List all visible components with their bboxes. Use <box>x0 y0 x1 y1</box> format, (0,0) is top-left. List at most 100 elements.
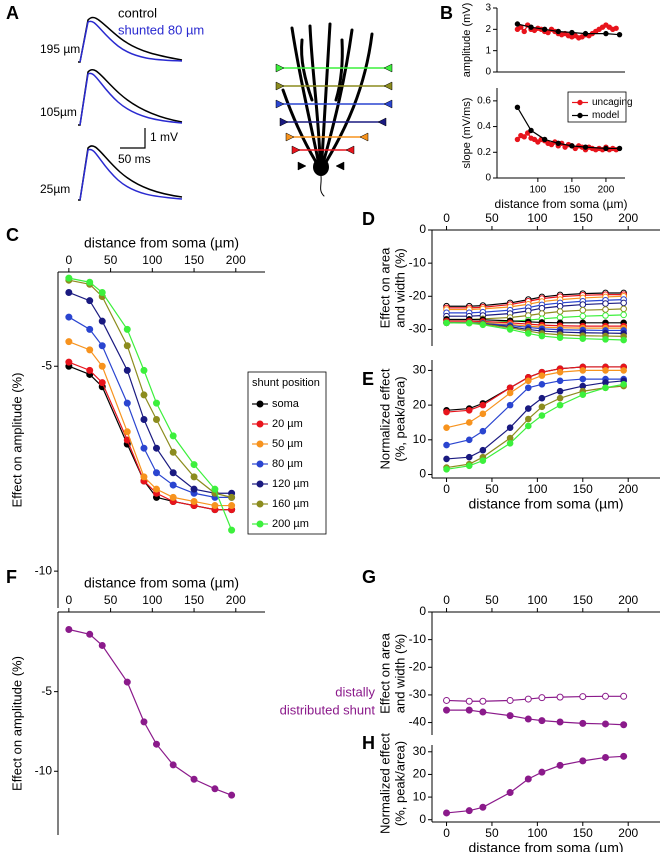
y-tick-label: 1 <box>485 45 491 56</box>
neuron-diagram <box>281 22 374 197</box>
trace-label: 195 µm <box>40 42 80 56</box>
x-tick-label: 100 <box>527 211 547 225</box>
data-point <box>443 319 450 327</box>
x-axis-label: distance from soma (µm) <box>84 235 239 251</box>
data-point <box>538 304 546 312</box>
data-point <box>86 278 94 286</box>
data-point <box>140 391 148 399</box>
data-point <box>579 757 587 765</box>
data-point <box>86 325 94 333</box>
data-point <box>556 308 564 315</box>
y-tick-label: 0 <box>419 467 426 481</box>
series-line <box>446 318 624 324</box>
legend-marker <box>577 99 583 106</box>
data-point <box>228 526 236 534</box>
data-point <box>538 332 546 340</box>
data-point <box>228 791 236 799</box>
y-tick-label: 0.4 <box>477 121 491 132</box>
legend-label: shunted 80 µm <box>118 22 204 37</box>
data-point <box>556 387 564 395</box>
data-point <box>620 692 628 700</box>
legend-marker <box>256 420 264 428</box>
y-axis-label: Effect on area <box>377 632 392 713</box>
legend-label: 120 µm <box>272 478 309 490</box>
data-point <box>98 288 106 296</box>
panel-letter: A <box>6 3 19 23</box>
data-point <box>556 302 564 310</box>
data-point <box>465 706 473 714</box>
x-tick-label: 50 <box>485 826 499 840</box>
data-point <box>479 427 487 435</box>
y-tick-label: -30 <box>409 687 427 701</box>
data-point <box>616 145 623 152</box>
series-line <box>68 316 232 498</box>
data-point <box>524 695 532 703</box>
trace-label: 105µm <box>40 105 77 119</box>
panel-a-traces <box>78 16 183 201</box>
series-line <box>446 320 624 327</box>
data-point <box>541 136 548 143</box>
data-point <box>620 752 628 760</box>
y-tick-label: 10 <box>413 432 427 446</box>
series-line <box>446 295 624 311</box>
x-tick-label: 150 <box>184 593 204 607</box>
data-point <box>152 469 160 477</box>
data-point <box>506 439 514 447</box>
data-point <box>479 697 487 705</box>
legend-marker <box>256 400 264 408</box>
x-tick-label: 0 <box>443 482 450 496</box>
y-tick-label: -5 <box>41 358 52 372</box>
data-point <box>152 485 160 493</box>
data-point <box>152 444 160 452</box>
data-point <box>443 706 451 714</box>
series-line <box>446 385 624 469</box>
y-tick-label: -10 <box>409 632 427 646</box>
data-point <box>556 718 564 726</box>
data-point <box>479 457 487 464</box>
data-point <box>169 493 177 501</box>
panel-letter: E <box>362 369 374 389</box>
data-point <box>582 144 589 150</box>
annotation: distally <box>335 684 375 699</box>
x-tick-label: 0 <box>443 593 450 607</box>
data-point <box>190 461 198 469</box>
legend-label: 160 µm <box>272 498 309 510</box>
legend-marker <box>256 460 264 468</box>
data-point <box>443 424 450 431</box>
x-tick-label: 200 <box>618 826 638 840</box>
series-line <box>446 366 624 413</box>
y-tick-label: 0 <box>485 67 491 78</box>
data-point <box>579 693 587 701</box>
x-tick-label: 100 <box>527 593 547 607</box>
series-line <box>446 695 624 702</box>
series-line <box>446 383 624 470</box>
data-point <box>465 807 473 815</box>
data-point <box>524 415 532 423</box>
data-point <box>555 140 561 146</box>
data-point <box>528 24 534 30</box>
data-point <box>443 696 451 704</box>
data-point <box>65 626 73 634</box>
legend-box <box>567 91 627 123</box>
series-line <box>68 341 232 507</box>
series-line <box>446 292 624 307</box>
data-point <box>190 497 198 505</box>
data-point <box>620 305 627 313</box>
data-point <box>602 300 609 307</box>
data-point <box>190 473 198 481</box>
data-point <box>579 301 587 308</box>
data-point <box>443 408 450 416</box>
data-point <box>465 319 473 327</box>
data-point <box>528 127 534 134</box>
data-point <box>514 21 521 27</box>
x-tick-label: 100 <box>142 253 162 267</box>
data-point <box>65 358 73 366</box>
data-point <box>98 379 106 387</box>
y-tick-label: 20 <box>413 767 427 781</box>
legend-label: 50 µm <box>272 438 303 450</box>
series-line <box>516 106 620 150</box>
data-point <box>479 410 487 418</box>
data-point <box>579 312 587 320</box>
data-point <box>211 485 219 493</box>
